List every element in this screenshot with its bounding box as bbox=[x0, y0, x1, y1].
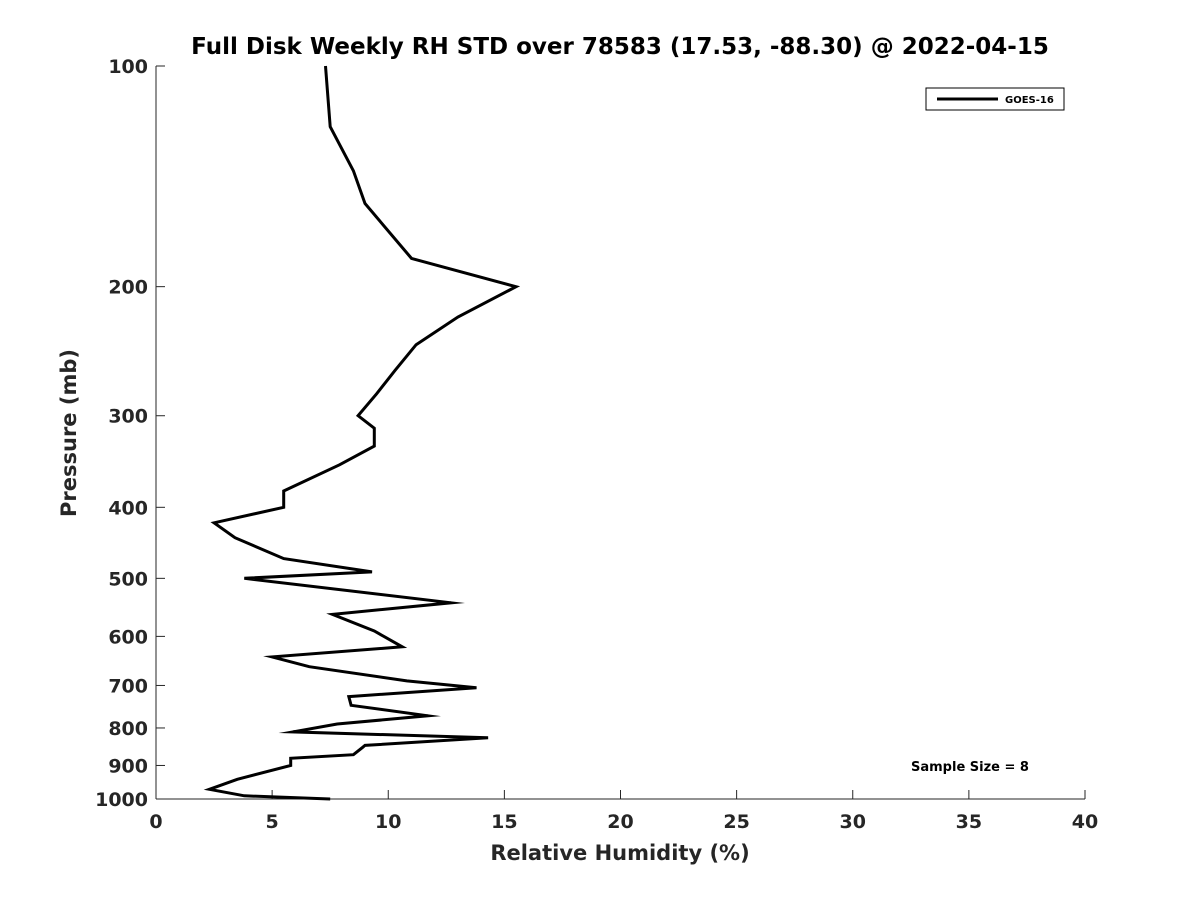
y-tick-label: 100 bbox=[108, 56, 148, 78]
legend-label-goes-16: GOES-16 bbox=[1005, 95, 1054, 106]
x-tick-label: 15 bbox=[491, 811, 517, 833]
chart-title: Full Disk Weekly RH STD over 78583 (17.5… bbox=[191, 34, 1049, 60]
y-tick-label: 700 bbox=[108, 675, 148, 697]
x-tick-label: 5 bbox=[266, 811, 279, 833]
y-tick-label: 300 bbox=[108, 406, 148, 428]
y-tick-label: 600 bbox=[108, 626, 148, 648]
legend: GOES-16 bbox=[925, 87, 1065, 111]
x-tick-label: 30 bbox=[840, 811, 866, 833]
sample-size-annotation: Sample Size = 8 bbox=[911, 760, 1029, 775]
x-axis-label: Relative Humidity (%) bbox=[490, 841, 749, 865]
y-axis-label: Pressure (mb) bbox=[57, 349, 81, 517]
y-tick-label: 900 bbox=[108, 755, 148, 777]
axes: 0 5 10 15 20 25 30 35 40 100 200 300 400 500 600 700 800… bbox=[95, 56, 1098, 833]
x-tick-label: 20 bbox=[607, 811, 633, 833]
x-tick-label: 0 bbox=[149, 811, 162, 833]
y-tick-label: 500 bbox=[108, 568, 148, 590]
y-tick-label: 400 bbox=[108, 497, 148, 519]
y-tick-label: 800 bbox=[108, 718, 148, 740]
series-line-goes-16 bbox=[203, 65, 521, 801]
x-tick-label: 25 bbox=[723, 811, 749, 833]
x-tick-label: 40 bbox=[1072, 811, 1098, 833]
x-tick-label: 10 bbox=[375, 811, 401, 833]
y-tick-label: 200 bbox=[108, 277, 148, 299]
x-tick-label: 35 bbox=[956, 811, 982, 833]
y-tick-label: 1000 bbox=[95, 789, 148, 811]
plot-series bbox=[203, 65, 521, 801]
